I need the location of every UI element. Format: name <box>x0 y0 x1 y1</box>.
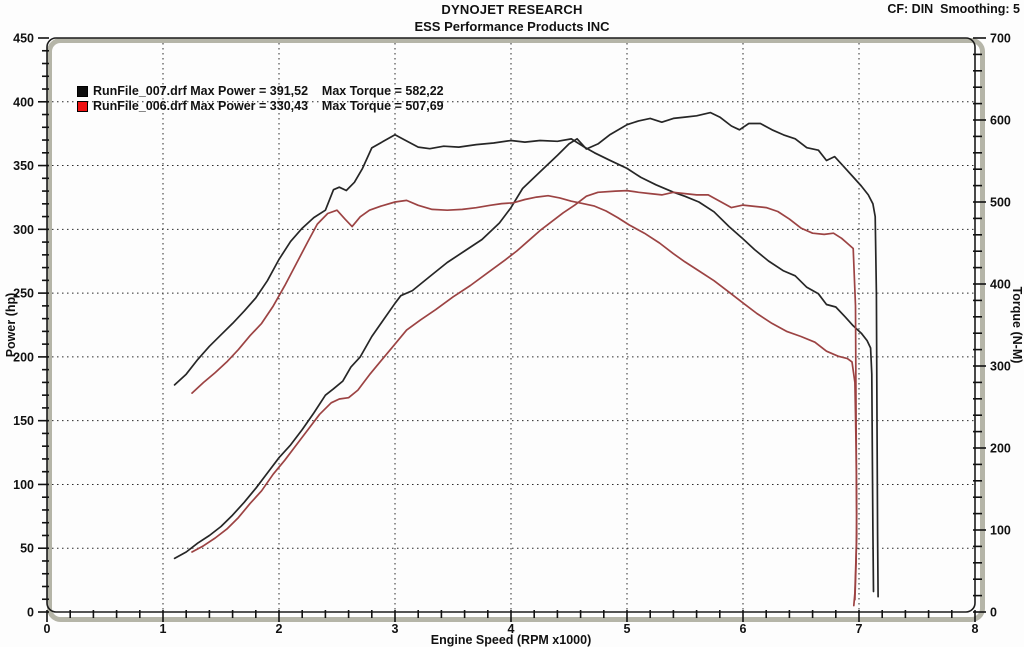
left-axis-tick-label: 0 <box>27 606 34 620</box>
left-axis-tick-label: 50 <box>20 542 34 556</box>
left-axis-tick-label: 100 <box>13 478 34 492</box>
legend-row-runfile-006: RunFile_006.drf Max Power = 330,43 Max T… <box>77 99 444 113</box>
right-axis-tick-label: 400 <box>990 278 1011 292</box>
left-axis-tick-label: 250 <box>13 287 34 301</box>
x-axis-tick-label: 5 <box>624 622 631 636</box>
right-axis-tick-label: 0 <box>990 606 997 620</box>
right-axis-tick-label: 600 <box>990 114 1011 128</box>
legend-swatch-red <box>77 100 88 112</box>
y-axis-title-torque: Torque (N-M) <box>1010 287 1024 364</box>
plot-frame-band <box>47 38 985 622</box>
legend-swatch-black <box>77 85 88 97</box>
x-axis-tick-label: 2 <box>276 622 283 636</box>
right-axis-tick-label: 300 <box>990 360 1011 374</box>
x-axis-tick-label: 1 <box>160 622 167 636</box>
left-axis-tick-label: 450 <box>13 32 34 46</box>
page-title: DYNOJET RESEARCH <box>441 2 583 17</box>
legend-label-runfile-006: RunFile_006.drf Max Power = 330,43 Max T… <box>93 99 444 113</box>
x-axis-title: Engine Speed (RPM x1000) <box>431 633 591 647</box>
page-subtitle: ESS Performance Products INC <box>414 19 610 34</box>
x-axis-tick-label: 6 <box>740 622 747 636</box>
left-axis-tick-label: 300 <box>13 223 34 237</box>
curve-runfile-007-drf-power <box>173 111 879 598</box>
curve-runfile-006-drf-power <box>191 189 858 607</box>
x-axis-tick-label: 3 <box>392 622 399 636</box>
right-axis-tick-label: 700 <box>990 32 1011 46</box>
legend-row-runfile-007: RunFile_007.drf Max Power = 391,52 Max T… <box>77 84 444 98</box>
right-axis-tick-label: 200 <box>990 442 1011 456</box>
x-axis-tick-label: 4 <box>508 622 515 636</box>
left-axis-tick-label: 350 <box>13 159 34 173</box>
right-axis-tick-label: 500 <box>990 196 1011 210</box>
right-axis-tick-label: 100 <box>990 524 1011 538</box>
left-axis-tick-label: 400 <box>13 95 34 109</box>
curve-runfile-006-drf-torque <box>191 194 858 601</box>
y-axis-title-power: Power (hp) <box>4 293 18 358</box>
legend-label-runfile-007: RunFile_007.drf Max Power = 391,52 Max T… <box>93 84 444 98</box>
left-axis-tick-label: 150 <box>13 414 34 428</box>
x-axis-tick-label: 7 <box>856 622 863 636</box>
smoothing-status: CF: DIN Smoothing: 5 <box>887 2 1020 16</box>
curve-runfile-007-drf-torque <box>173 133 875 593</box>
x-axis-tick-label: 8 <box>972 622 979 636</box>
left-axis-tick-label: 200 <box>13 350 34 364</box>
x-axis-tick-label: 0 <box>44 622 51 636</box>
